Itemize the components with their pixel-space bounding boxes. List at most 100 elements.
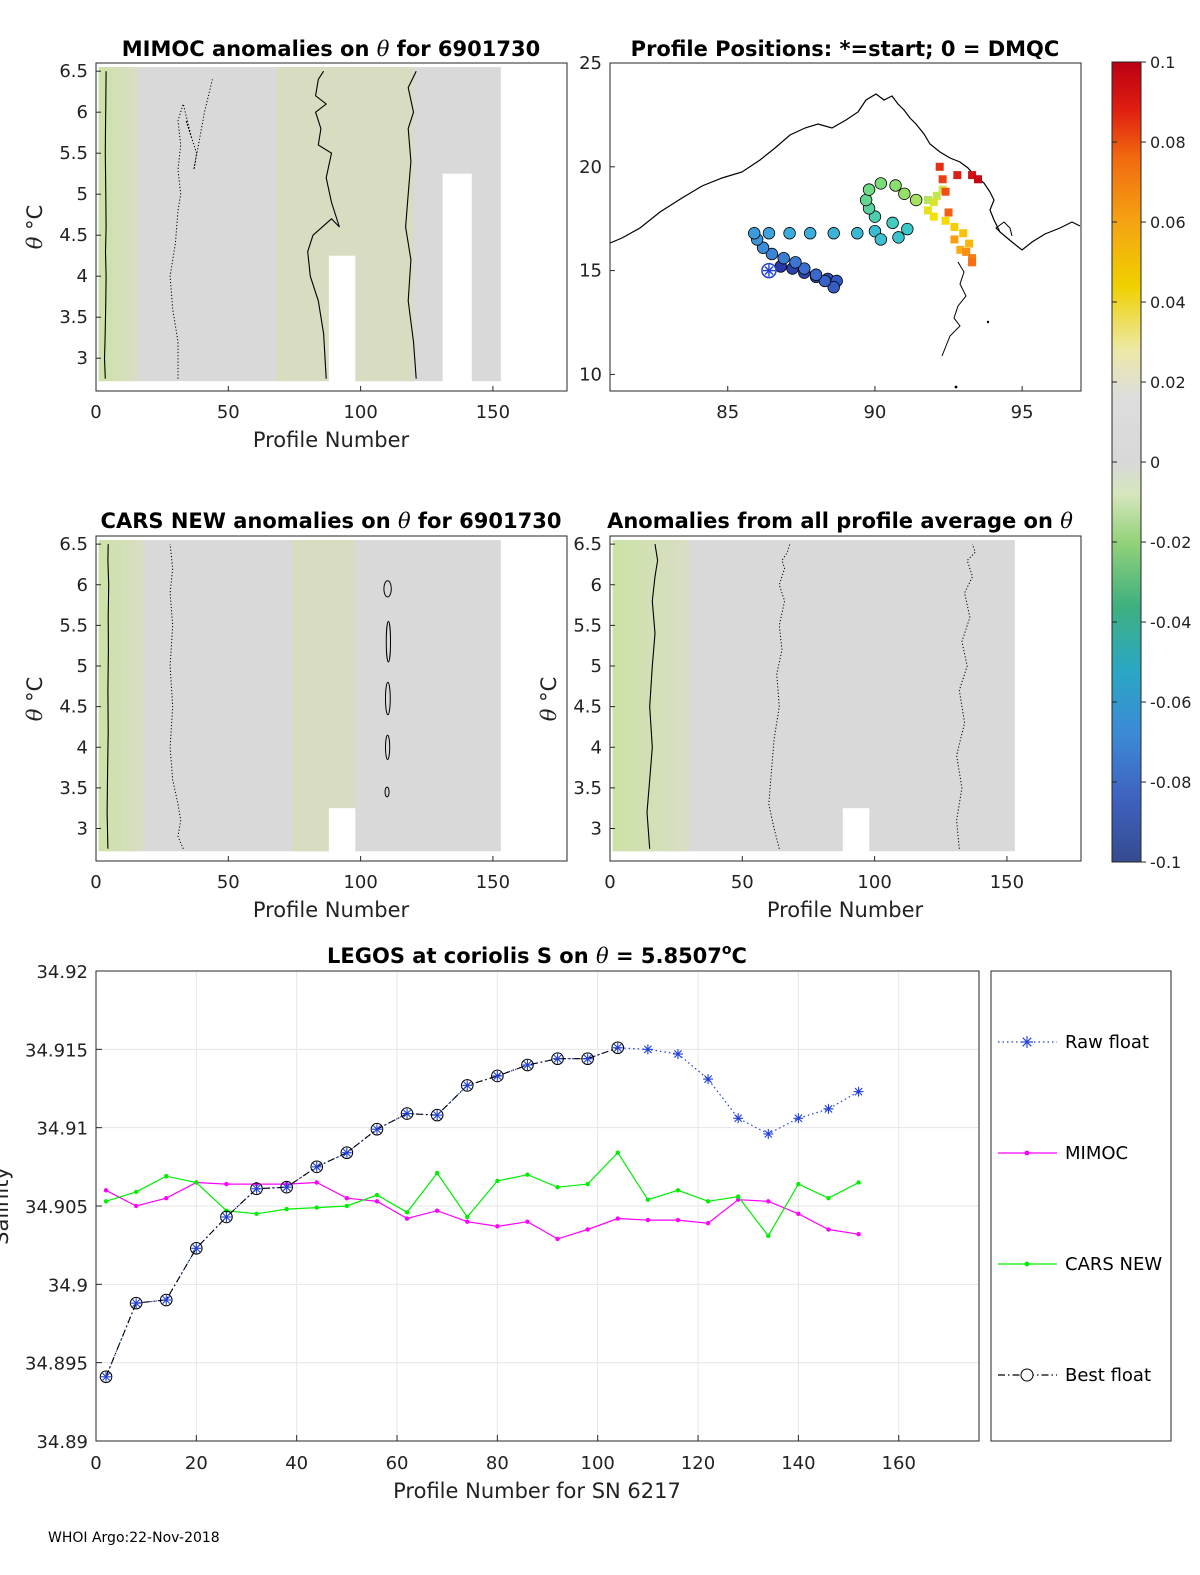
best-float-line (105, 1047, 618, 1378)
contour-line (405, 70, 417, 379)
x-tick-label: 50 (217, 402, 240, 423)
y-tick-label: 4 (77, 737, 88, 758)
cars-new-point (585, 1181, 590, 1187)
profile-position-marker (777, 251, 790, 265)
allprof-axes-box (609, 535, 1082, 862)
x-tick-label: 0 (90, 872, 101, 893)
data-gap (842, 808, 870, 854)
mimoc-point (525, 1219, 530, 1224)
map-y-ticks: 10 15 20 25 (579, 53, 615, 385)
salinity-series (99, 1041, 864, 1384)
profile-position-marker (956, 245, 965, 254)
cars-new-point (133, 1189, 139, 1195)
raw-float-point (102, 1372, 111, 1381)
mimoc-point (314, 1180, 319, 1185)
raw-float-point (372, 1125, 381, 1134)
salinity-panel: 0 20 40 60 80 100 120 140 160 34.8934.89534.934.… (0, 942, 980, 1503)
y-tick-label: 34.895 (25, 1354, 88, 1375)
map-axes-box (609, 62, 1082, 392)
colorbar-tick-label: -0.08 (1150, 773, 1191, 792)
raw-float-point (553, 1054, 562, 1063)
profile-position-marker (973, 175, 982, 184)
raw-float-point (493, 1071, 502, 1080)
allprof-title: Anomalies from all profile average on θ (607, 509, 1073, 533)
profile-position-marker (968, 254, 977, 263)
profile-position-marker (941, 187, 950, 196)
mimoc-point (434, 1208, 440, 1213)
y-tick-label: 34.92 (36, 962, 88, 983)
profile-position-marker (859, 193, 873, 207)
allprof-data-gaps (842, 808, 870, 854)
cars-new-point (284, 1206, 289, 1212)
mimoc-contours (103, 70, 417, 379)
mimoc-point (374, 1199, 380, 1204)
raw-float-point (312, 1162, 321, 1171)
y-tick-label: 4 (77, 266, 88, 287)
best-float-point (310, 1160, 324, 1174)
x-tick-label: 100 (343, 872, 377, 893)
cars-new-point (856, 1180, 861, 1185)
profile-position-marker (923, 196, 932, 205)
mimoc-point (465, 1219, 470, 1224)
profile-position-marker (748, 227, 761, 240)
raw-float-point (403, 1109, 412, 1118)
raw-float-point (613, 1043, 622, 1052)
mimoc-point (164, 1195, 169, 1201)
x-tick-label: 150 (990, 872, 1024, 893)
y-tick-label: 4 (591, 737, 602, 758)
x-tick-label: 50 (217, 872, 240, 893)
y-tick-label: 34.91 (36, 1119, 88, 1140)
cars-new-point (796, 1181, 801, 1187)
legend-items: Raw float MIMOC CARS NEW Best float (998, 1032, 1162, 1386)
mimoc-line (105, 1181, 859, 1240)
mimoc-point (675, 1217, 681, 1223)
raw-float-point (734, 1114, 743, 1123)
all-profile-anomaly-panel: 0 50 100 150 3 3.5 4 4.5 5 5.5 6 6.5 Anomalies fro… (537, 509, 1082, 922)
y-tick-label: 15 (579, 261, 602, 282)
raw-float-point (192, 1244, 201, 1253)
start-marker-star (764, 266, 774, 276)
y-tick-label: 3 (77, 819, 88, 840)
salinity-x-label: Profile Number for SN 6217 (393, 1479, 681, 1503)
cars-y-ticks: 3 3.5 4 4.5 5 5.5 6 6.5 (59, 534, 101, 840)
salinity-title: LEGOS at coriolis S on θ = 5.8507oC (327, 942, 747, 968)
mimoc-data-gaps (328, 173, 472, 384)
profile-position-marker (962, 247, 971, 256)
profile-position-marker (944, 208, 953, 217)
y-tick-label: 3.5 (573, 778, 602, 799)
profile-position-marker (803, 227, 817, 240)
y-tick-label: 5.5 (59, 615, 88, 636)
y-tick-label: 20 (579, 157, 602, 178)
x-tick-label: 100 (343, 402, 377, 423)
x-tick-label: 150 (476, 402, 510, 423)
profile-position-marker (898, 187, 911, 200)
colorbar-tick-label: 0.04 (1150, 293, 1186, 312)
raw-float-point (463, 1081, 472, 1090)
raw-float-point (282, 1183, 291, 1192)
mimoc-anomaly-field (98, 67, 501, 382)
profile-position-marker (789, 256, 802, 269)
x-tick-label: 100 (581, 1453, 615, 1474)
profile-position-marker (783, 227, 796, 240)
profile-position-marker (874, 177, 888, 190)
mimoc-point (856, 1232, 861, 1237)
cars-new-point (766, 1233, 771, 1238)
colorbar-tick-label: -0.02 (1150, 533, 1191, 552)
best-float-point (129, 1296, 143, 1310)
mimoc-point (585, 1227, 590, 1232)
mimoc-point (555, 1236, 560, 1242)
profile-position-marker (798, 262, 811, 275)
contour-line (307, 70, 340, 379)
profile-position-marker (886, 216, 899, 230)
legend-marker (1024, 1261, 1030, 1267)
best-float-point (340, 1146, 354, 1160)
allprof-x-label: Profile Number (767, 898, 924, 922)
best-float-point (280, 1180, 293, 1194)
cars-x-label: Profile Number (253, 898, 410, 922)
colorbar-ticks: 0.1 0.08 0.06 0.04 0.02 0 -0.02 -0.04 -0.06 -0.08… (1112, 53, 1191, 872)
mimoc-axes-box (95, 62, 568, 392)
x-tick-label: 20 (185, 1453, 208, 1474)
cars-new-point (404, 1210, 410, 1215)
legend-label: CARS NEW (1065, 1254, 1162, 1275)
